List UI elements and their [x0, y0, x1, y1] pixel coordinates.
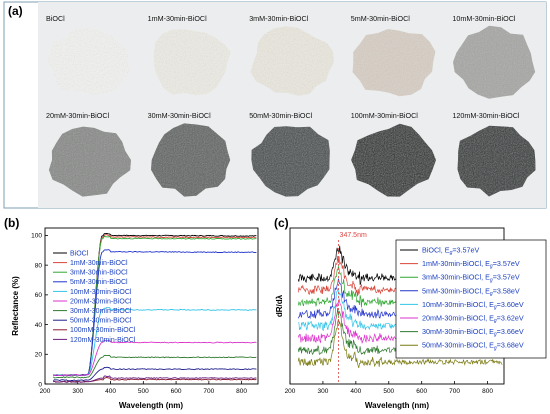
series-line [53, 339, 257, 377]
legend-entry: 50mM-30min-BiOCl [70, 318, 132, 325]
powder-sample [251, 126, 330, 197]
legend-entry: 1mM-30min-BiOCl [70, 260, 128, 267]
legend-entry: 10mM-30min-BiOCl, Eg=3.60eV [422, 300, 524, 311]
y-tick-label: 100 [31, 233, 42, 240]
legend-entry: 120mM-30min-BiOCl [70, 337, 136, 344]
legend-entry: BiOCl [70, 250, 89, 257]
y-tick-label: 80 [35, 262, 43, 269]
sample-label: 120mM-30min-BiOCl [452, 111, 520, 120]
powder-sample [151, 123, 231, 197]
powder-sample [153, 29, 231, 96]
powder-sample [250, 26, 334, 96]
legend-entry: 3mM-30min-BiOCl [70, 270, 128, 277]
sample-label: BiOCl [46, 14, 65, 23]
x-tick-label: 400 [350, 388, 361, 395]
legend-entry: 5mM-30min-BiOCl, Eg=3.58eV [422, 286, 520, 297]
x-axis-label: Wavelength (nm) [119, 401, 183, 410]
x-tick-label: 400 [105, 388, 116, 395]
legend-entry: 1mM-30min-BiOCl, Eg=3.57eV [422, 259, 520, 270]
x-tick-label: 200 [285, 388, 296, 395]
panel-a-photos: (a) BiOCl 1mM-30min-BiOCl 3mM-30min-BiOCl 5… [3, 1, 547, 209]
powder-sample [352, 29, 436, 97]
panel-b-label: (b) [4, 216, 19, 230]
powder-sample [47, 26, 130, 95]
x-tick-label: 500 [383, 388, 394, 395]
y-axis-label: dR/dλ [275, 294, 284, 317]
powder-sample [351, 123, 436, 197]
sample-label: 100mM-30min-BiOCl [351, 111, 419, 120]
legend-entry: BiOCl, Eg=3.57eV [422, 246, 480, 257]
legend-entry: 50mM-30min-BiOCl, Eg=3.68eV [422, 341, 524, 352]
x-tick-label: 600 [171, 388, 182, 395]
sample-label: 30mM-30min-BiOCl [148, 111, 212, 120]
legend-entry: 20mM-30min-BiOCl, Eg=3.62eV [422, 314, 524, 325]
sample-label: 20mM-30min-BiOCl [46, 111, 110, 120]
y-tick-label: 0 [38, 381, 42, 388]
x-tick-label: 700 [203, 388, 214, 395]
panel-c-label: (c) [274, 216, 289, 230]
sample-label: 1mM-30min-BiOCl [148, 14, 208, 23]
legend-entry: 30mM-30min-BiOCl [70, 308, 132, 315]
panel-a-label: (a) [8, 4, 23, 18]
y-tick-label: 20 [35, 352, 43, 359]
panel-c-derivative-chart: (c) 200 300 400 500 600 700 800 347.5nm BiOCl,… [274, 216, 547, 410]
x-tick-label: 300 [72, 388, 83, 395]
legend: BiOCl, Eg=3.57eV 1mM-30min-BiOCl, Eg=3.57… [395, 239, 547, 359]
legend-entry: 20mM-30min-BiOCl [70, 298, 132, 305]
powder-sample [457, 125, 536, 197]
legend-entry: 10mM-30min-BiOCl [70, 289, 132, 296]
legend-entry: 3mM-30min-BiOCl, Eg=3.57eV [422, 273, 520, 284]
series-line [52, 366, 257, 382]
sample-label: 50mM-30min-BiOCl [249, 111, 313, 120]
sample-grid: BiOCl 1mM-30min-BiOCl 3mM-30min-BiOCl 5mM-3… [46, 14, 536, 197]
plot-area [44, 227, 259, 385]
powder-sample [48, 126, 131, 197]
x-tick-label: 200 [40, 388, 51, 395]
x-tick-label: 500 [138, 388, 149, 395]
y-axis-label: Reflectance (%) [11, 276, 20, 336]
legend: BiOCl 1mM-30min-BiOCl 3mM-30min-BiOCl 5mM-3… [53, 250, 136, 344]
x-tick-label: 800 [236, 388, 247, 395]
x-tick-label: 700 [449, 388, 460, 395]
sample-label: 5mM-30min-BiOCl [351, 14, 411, 23]
legend-entry: 100mM-30min-BiOCl [70, 327, 136, 334]
legend-box [395, 239, 547, 359]
x-tick-label: 300 [317, 388, 328, 395]
legend-entry: 5mM-30min-BiOCl [70, 279, 128, 286]
series-group [52, 233, 257, 383]
peak-annotation: 347.5nm [340, 232, 367, 239]
y-tick-label: 60 [35, 292, 43, 299]
series-line [53, 375, 257, 383]
panel-b-reflectance-chart: (b) 200 300 400 500 600 700 800 0 20 40 60 80 100 Bi… [4, 216, 259, 410]
axis-ticks: 200 300 400 500 600 700 800 [285, 381, 493, 395]
y-tick-label: 40 [35, 322, 43, 329]
axis-ticks: 200 300 400 500 600 700 800 0 20 40 60 80 100 [31, 233, 247, 395]
x-tick-label: 600 [416, 388, 427, 395]
x-axis-label: Wavelength (nm) [365, 401, 429, 410]
powder-sample [453, 25, 536, 99]
x-tick-label: 800 [482, 388, 493, 395]
series-line [297, 319, 503, 369]
sample-label: 3mM-30min-BiOCl [249, 14, 309, 23]
legend-entry: 30mM-30min-BiOCl, Eg=3.66eV [422, 327, 524, 338]
sample-label: 10mM-30min-BiOCl [452, 14, 516, 23]
series-line [52, 354, 257, 379]
